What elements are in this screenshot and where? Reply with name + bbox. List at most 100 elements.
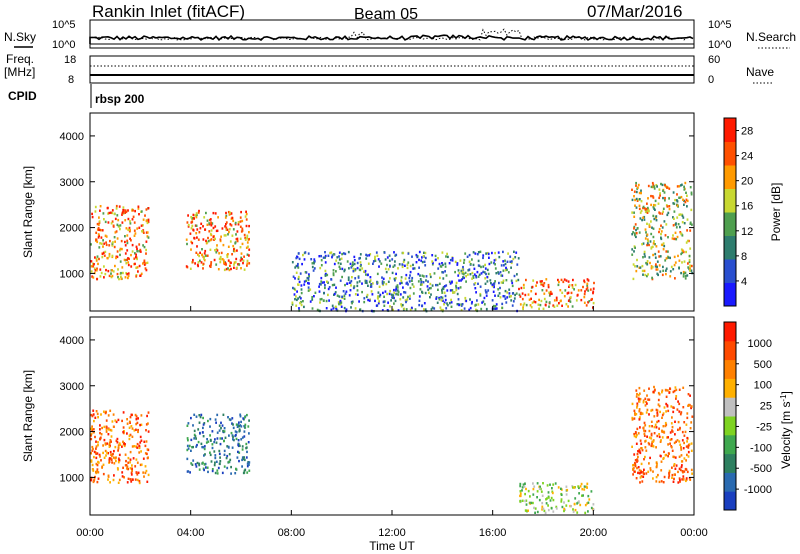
echo-pixel: [113, 462, 116, 465]
echo-pixel: [683, 188, 686, 191]
echo-pixel: [210, 238, 213, 241]
echo-pixel: [460, 279, 462, 282]
echo-pixel: [305, 279, 307, 283]
echo-pixel: [234, 430, 237, 433]
echo-pixel: [658, 404, 661, 408]
echo-pixel: [479, 294, 482, 297]
echo-pixel: [665, 402, 668, 406]
echo-pixel: [497, 251, 500, 254]
echo-pixel: [210, 439, 212, 442]
echo-pixel: [663, 450, 665, 454]
echo-pixel: [327, 281, 329, 284]
echo-pixel: [215, 251, 218, 254]
time-axis-label: Time UT: [369, 539, 415, 553]
echo-pixel: [673, 406, 675, 409]
echo-pixel: [635, 269, 638, 273]
echo-pixel: [331, 283, 334, 287]
echo-pixel: [232, 228, 235, 231]
echo-pixel: [643, 269, 646, 273]
echo-pixel: [555, 299, 558, 302]
echo-pixel: [482, 300, 485, 303]
echo-pixel: [237, 223, 240, 226]
echo-pixel: [227, 253, 229, 256]
echo-pixel: [440, 265, 443, 268]
echo-pixel: [392, 308, 394, 312]
echo-pixel: [110, 429, 113, 432]
echo-pixel: [655, 263, 657, 266]
echo-pixel: [642, 426, 645, 429]
echo-pixel: [212, 226, 215, 230]
echo-pixel: [245, 224, 248, 228]
echo-pixel: [218, 252, 220, 255]
echo-pixel: [390, 299, 392, 302]
echo-pixel: [645, 400, 647, 404]
echo-pixel: [552, 510, 555, 513]
echo-pixel: [201, 253, 203, 256]
noise-sky-label: N.Sky: [4, 30, 36, 44]
echo-pixel: [633, 211, 635, 214]
echo-pixel: [487, 289, 490, 292]
echo-pixel: [385, 282, 388, 286]
echo-pixel: [196, 228, 199, 231]
echo-pixel: [100, 459, 102, 462]
echo-pixel: [652, 206, 655, 209]
echo-pixel: [243, 458, 246, 462]
echo-pixel: [115, 207, 118, 210]
echo-pixel: [189, 267, 192, 270]
echo-pixel: [451, 289, 454, 292]
echo-pixel: [115, 456, 117, 459]
echo-pixel: [95, 238, 97, 241]
freq-tick-bottom: 8: [68, 74, 74, 86]
colorbar-tick-label: 8: [741, 251, 747, 263]
echo-pixel: [109, 439, 112, 442]
echo-pixel: [121, 475, 124, 478]
echo-pixel: [566, 292, 569, 295]
echo-pixel: [139, 435, 142, 439]
echo-pixel: [237, 450, 239, 454]
echo-pixel: [499, 271, 502, 274]
echo-pixel: [459, 286, 462, 289]
echo-pixel: [95, 231, 98, 234]
echo-pixel: [418, 295, 421, 298]
echo-pixel: [241, 242, 244, 246]
echo-pixel: [576, 294, 579, 297]
echo-pixel: [369, 253, 372, 256]
echo-pixel: [90, 243, 92, 246]
echo-pixel: [303, 283, 306, 286]
echo-pixel: [412, 267, 415, 270]
echo-pixel: [216, 413, 219, 417]
echo-pixel: [92, 409, 95, 412]
echo-pixel: [95, 269, 98, 272]
echo-pixel: [688, 403, 690, 407]
echo-pixel: [661, 183, 664, 187]
y-tick-label: 3000: [60, 381, 84, 393]
echo-pixel: [396, 289, 399, 292]
echo-pixel: [412, 263, 414, 267]
echo-pixel: [491, 284, 494, 288]
echo-pixel: [633, 195, 635, 198]
echo-pixel: [673, 255, 676, 259]
colorbar-frame: [723, 117, 737, 307]
echo-pixel: [450, 301, 453, 304]
echo-pixel: [449, 258, 452, 262]
echo-pixel: [112, 224, 115, 227]
echo-pixel: [640, 469, 642, 473]
echo-pixel: [214, 212, 217, 215]
echo-pixel: [576, 511, 579, 514]
echo-pixel: [521, 489, 523, 492]
colorbar-tick-label: 500: [754, 359, 772, 371]
echo-pixel: [134, 252, 136, 255]
echo-pixel: [443, 285, 446, 288]
echo-pixel: [644, 210, 647, 214]
echo-pixel: [660, 469, 663, 472]
echo-pixel: [387, 301, 389, 304]
echo-pixel: [676, 439, 679, 442]
echo-pixel: [661, 416, 663, 419]
echo-pixel: [95, 452, 98, 455]
echo-pixel: [447, 255, 449, 259]
echo-pixel: [475, 274, 477, 278]
echo-pixel: [365, 257, 368, 260]
echo-pixel: [235, 238, 238, 241]
echo-pixel: [653, 432, 656, 435]
echo-pixel: [631, 248, 634, 251]
